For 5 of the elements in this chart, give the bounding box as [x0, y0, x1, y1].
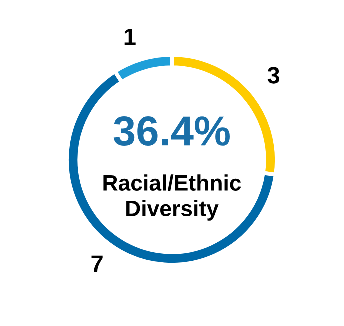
text: 36.4% [114, 116, 230, 146]
data-label: 1 [124, 28, 136, 46]
text: Racial/Ethnic Diversity [104, 174, 242, 221]
data-label: 3 [268, 67, 280, 84]
data-label: 7 [92, 256, 103, 272]
